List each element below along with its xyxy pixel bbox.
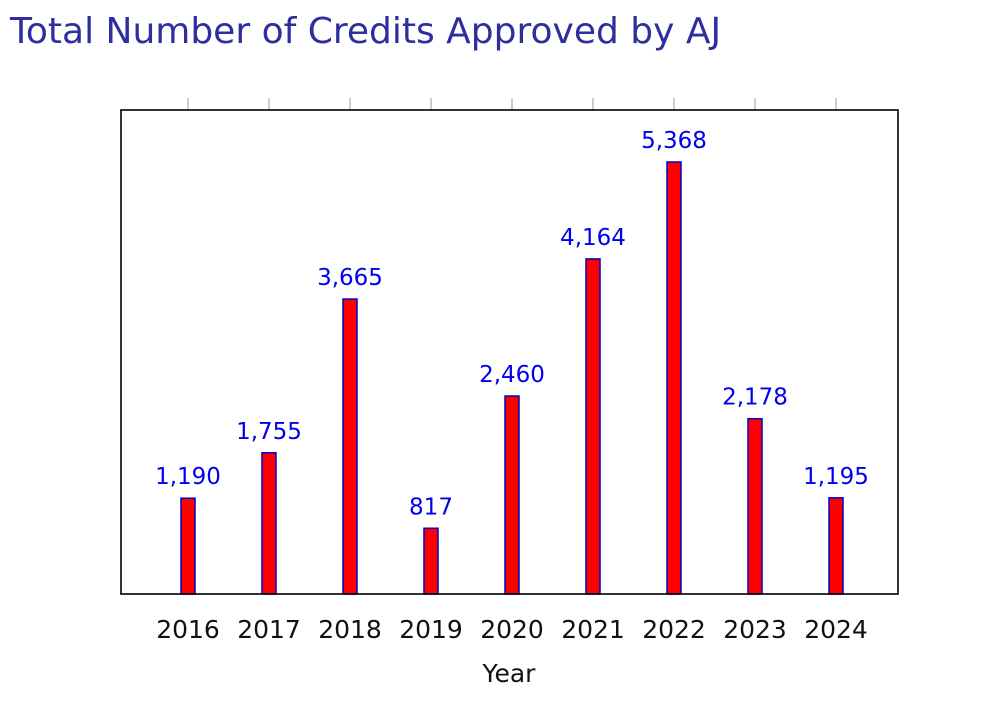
data-labels: 1,190 1,755 3,665 817 2,460 4,164 5,368 2,178 1,…: [155, 128, 869, 520]
bar-2018: [342, 298, 358, 595]
bar-2021: [585, 258, 601, 595]
x-tick-label-2018: 2018: [318, 615, 382, 644]
x-tick-label-2022: 2022: [642, 615, 706, 644]
x-axis-label: Year: [482, 659, 537, 688]
bar-2024: [828, 497, 844, 595]
data-label-2021: 4,164: [560, 225, 626, 251]
bar-2016: [180, 497, 196, 595]
page-title: Total Number of Credits Approved by AJ: [10, 11, 722, 52]
bar-2017: [261, 452, 277, 595]
data-label-2023: 2,178: [722, 385, 788, 411]
bar-2022: [666, 161, 682, 595]
x-tick-marks: [187, 98, 837, 110]
x-tick-label-2016: 2016: [156, 615, 220, 644]
bar-2019: [423, 527, 439, 595]
data-label-2020: 2,460: [479, 362, 545, 388]
data-label-2024: 1,195: [803, 464, 869, 490]
data-label-2022: 5,368: [641, 128, 707, 154]
data-label-2017: 1,755: [236, 419, 302, 445]
x-tick-label-2020: 2020: [480, 615, 544, 644]
x-tick-label-2019: 2019: [399, 615, 463, 644]
x-tick-label-2023: 2023: [723, 615, 787, 644]
bar-2020: [504, 395, 520, 595]
x-tick-labels: 2016 2017 2018 2019 2020 2021 2022 2023 2024: [156, 615, 868, 644]
x-tick-label-2021: 2021: [561, 615, 625, 644]
data-label-2016: 1,190: [155, 464, 221, 490]
x-tick-label-2024: 2024: [804, 615, 868, 644]
x-tick-label-2017: 2017: [237, 615, 301, 644]
data-label-2018: 3,665: [317, 265, 383, 291]
bar-2023: [747, 417, 763, 595]
plot-frame: [120, 109, 899, 595]
data-label-2019: 817: [409, 494, 453, 520]
